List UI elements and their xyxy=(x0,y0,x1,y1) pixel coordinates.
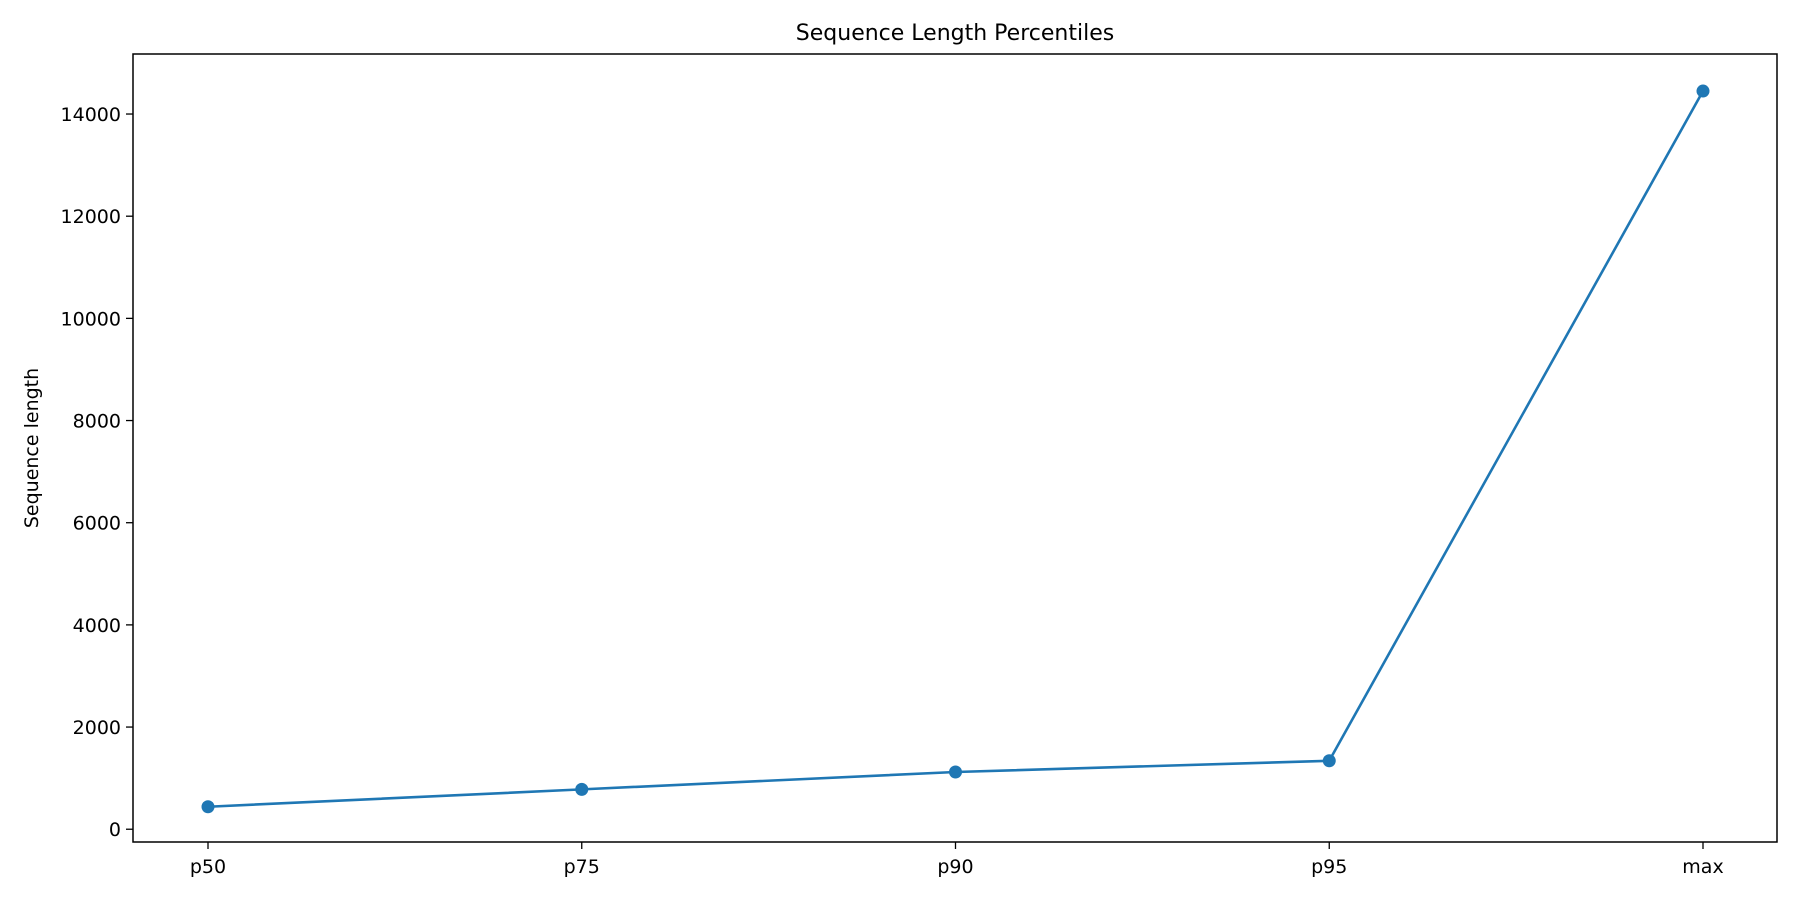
chart-title: Sequence Length Percentiles xyxy=(796,21,1114,46)
y-tick-label: 12000 xyxy=(61,206,121,228)
plot-area xyxy=(201,84,1710,814)
data-point-p75 xyxy=(575,782,589,796)
data-point-p50 xyxy=(201,800,215,814)
x-tick-label: max xyxy=(1682,856,1723,878)
y-tick-label: 0 xyxy=(109,819,121,841)
y-axis-label: Sequence length xyxy=(21,368,43,528)
data-point-p90 xyxy=(949,765,962,779)
y-tick-label: 6000 xyxy=(73,513,121,535)
data-point-max xyxy=(1696,84,1710,98)
x-axis-ticks: p50 p75 p90 p95 max xyxy=(190,842,1724,878)
y-tick-label: 14000 xyxy=(61,104,121,126)
y-tick-label: 2000 xyxy=(73,717,121,739)
data-point-p95 xyxy=(1322,754,1336,768)
x-tick-label: p75 xyxy=(564,856,600,878)
plot-frame xyxy=(132,53,1778,843)
y-tick-label: 10000 xyxy=(61,308,121,330)
x-tick-label: p50 xyxy=(190,856,226,878)
y-axis-ticks: 0 2000 4000 6000 8000 10000 12000 14000 xyxy=(61,104,133,841)
series-line xyxy=(207,90,1705,809)
x-tick-label: p90 xyxy=(937,856,973,878)
y-tick-label: 8000 xyxy=(73,411,121,433)
x-tick-label: p95 xyxy=(1311,856,1347,878)
y-tick-label: 4000 xyxy=(73,615,121,637)
